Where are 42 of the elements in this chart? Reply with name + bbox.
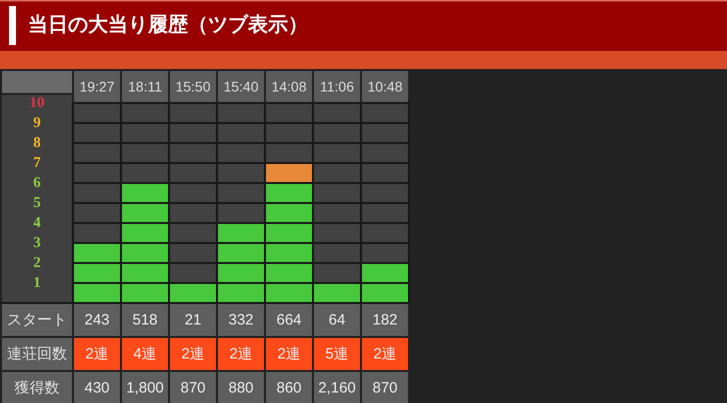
- data-label: 2連: [181, 346, 205, 362]
- chart-title: 当日の大当り履歴（ツブ表示）: [28, 13, 308, 36]
- y-tick-label: スタート: [7, 312, 67, 328]
- data-label: 2連: [85, 346, 109, 362]
- data-label: 243: [84, 312, 110, 328]
- data-label: 21: [184, 312, 202, 328]
- data-label: 2連: [277, 346, 301, 362]
- data-label: 64: [328, 312, 346, 328]
- data-label: 2連: [373, 346, 397, 362]
- data-label: 518: [132, 312, 158, 328]
- data-label: 332: [228, 312, 254, 328]
- x-tick-label: 18:11: [128, 78, 162, 94]
- x-tick-label: 14:08: [271, 78, 307, 94]
- data-label: 1,800: [126, 380, 164, 396]
- x-tick-label: 10:48: [367, 78, 403, 94]
- data-label: 430: [84, 380, 110, 396]
- y-tick-label: 10: [30, 95, 44, 111]
- y-tick-label: 1: [33, 275, 41, 291]
- data-label: 870: [180, 380, 206, 396]
- y-tick-label: 4: [33, 215, 42, 231]
- x-tick-label: 15:50: [175, 78, 211, 94]
- data-label: 664: [276, 312, 302, 328]
- y-tick-label: 連荘回数: [7, 346, 67, 362]
- y-tick-label: 8: [33, 135, 41, 151]
- y-tick-label: 獲得数: [14, 380, 60, 396]
- y-tick-label: 3: [33, 235, 41, 251]
- data-label: 5連: [325, 346, 349, 362]
- y-tick-label: 6: [33, 175, 42, 191]
- data-label: 860: [276, 380, 302, 396]
- x-tick-label: 19:27: [79, 78, 115, 94]
- data-label: 2,160: [318, 380, 356, 396]
- data-label: 4連: [133, 346, 157, 362]
- y-tick-label: 5: [33, 195, 41, 211]
- data-label: 2連: [229, 346, 253, 362]
- x-tick-label: 15:40: [223, 78, 259, 94]
- data-label: 182: [372, 312, 398, 328]
- data-label: 880: [228, 380, 254, 396]
- y-tick-label: 9: [33, 115, 41, 131]
- data-label: 870: [372, 380, 398, 396]
- y-tick-label: 7: [33, 155, 42, 171]
- x-tick-label: 11:06: [320, 78, 354, 94]
- y-tick-label: 2: [33, 255, 41, 271]
